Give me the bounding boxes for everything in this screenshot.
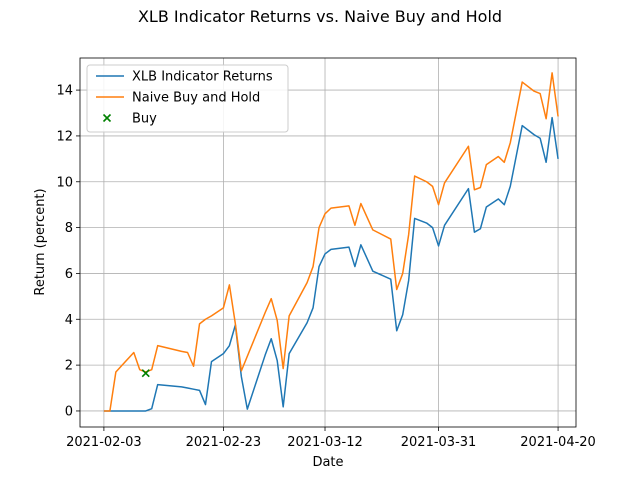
x-tick-label: 2021-02-03 — [66, 435, 142, 450]
y-tick-label: 12 — [56, 129, 73, 144]
y-tick-label: 4 — [65, 313, 73, 328]
legend-label: Naive Buy and Hold — [132, 91, 260, 106]
x-tick-label: 2021-03-31 — [401, 435, 477, 450]
y-tick-label: 0 — [65, 404, 73, 419]
y-tick-label: 14 — [56, 84, 73, 99]
x-tick-label: 2021-04-20 — [520, 435, 596, 450]
plot-frame — [79, 57, 577, 428]
grid — [80, 58, 576, 427]
legend: XLB Indicator Returns Naive Buy and Hold B… — [86, 64, 289, 133]
x-axis-label: Date — [312, 455, 343, 470]
y-axis-label: Return (percent) — [33, 188, 48, 295]
x-tick-label: 2021-02-23 — [186, 435, 262, 450]
legend-swatch — [102, 113, 112, 123]
axes: 0 2 4 6 8 10 12 14 2021-02-03 2021-02-23 2021-03-1… — [56, 57, 596, 450]
legend-label: Buy — [132, 112, 157, 127]
legend-label: XLB Indicator Returns — [132, 70, 273, 85]
series-line-1 — [103, 72, 559, 412]
y-tick-label: 2 — [65, 359, 73, 374]
x-tick-label: 2021-03-12 — [287, 435, 363, 450]
chart-title: XLB Indicator Returns vs. Naive Buy and … — [138, 7, 502, 26]
series-line-0 — [103, 116, 559, 412]
y-tick-label: 10 — [56, 175, 73, 190]
y-tick-label: 6 — [65, 267, 73, 282]
y-tick-label: 8 — [65, 221, 73, 236]
legend-box — [86, 64, 289, 133]
buy-marker — [141, 369, 150, 378]
series-layer — [103, 72, 559, 412]
